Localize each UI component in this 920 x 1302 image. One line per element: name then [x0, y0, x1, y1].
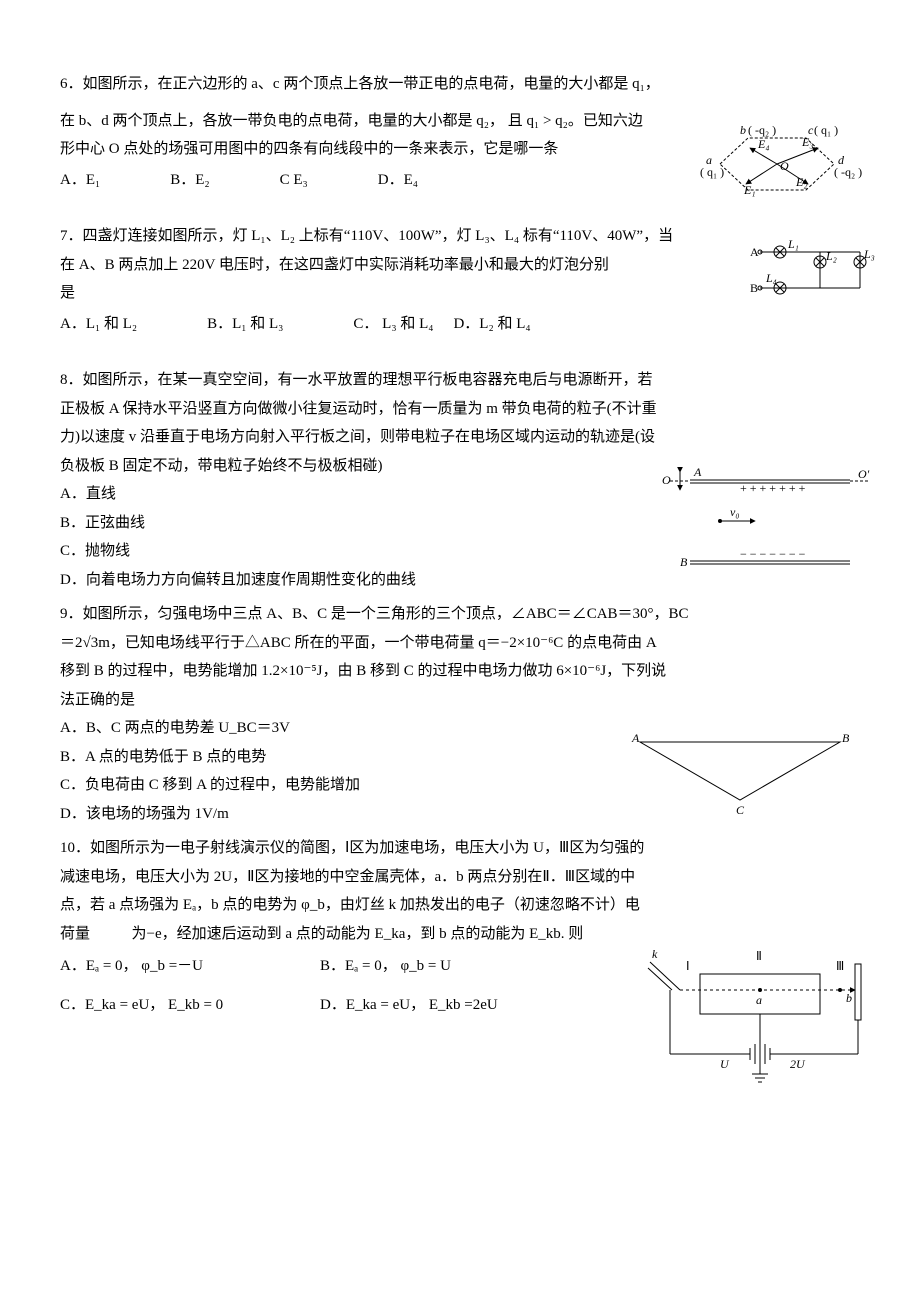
q9-stem: 9．如图所示，匀强电场中三点 A、B、C 是一个三角形的三个顶点，∠ABC＝∠C… — [60, 600, 860, 714]
q7-choice-d: D．L₂ 和 L₄ — [453, 310, 530, 339]
q7-label-L3: L₃ — [863, 247, 875, 261]
problem-7: 7．四盏灯连接如图所示，灯 L₁、L₂ 上标有“110V、100W”，灯 L₃、… — [60, 222, 860, 338]
q8-line1: 8．如图所示，在某一真空空间，有一水平放置的理想平行板电容器充电后与电源断开，若 — [60, 366, 860, 395]
q10-line2: 减速电场，电压大小为 2U，Ⅱ区为接地的中空金属壳体，a．b 两点分别在Ⅱ．Ⅲ区… — [60, 863, 860, 892]
q6-label-cQ: ( q₁ ) — [814, 123, 838, 137]
q8-line2: 正极板 A 保持水平沿竖直方向做微小往复运动时，恰有一质量为 m 带负电荷的粒子… — [60, 395, 860, 424]
q6-choice-c: C E₃ — [280, 166, 308, 195]
q7-label-B: B — [750, 281, 758, 295]
q6-line1: 6．如图所示，在正六边形的 a、c 两个顶点上各放一带正电的点电荷，电量的大小都… — [60, 70, 860, 99]
q7-label-L1: L₁ — [787, 237, 799, 251]
q7-stem: 7．四盏灯连接如图所示，灯 L₁、L₂ 上标有“110V、100W”，灯 L₃、… — [60, 222, 860, 308]
q6-label-dQ: ( -q₂ ) — [834, 165, 862, 179]
problem-9: 9．如图所示，匀强电场中三点 A、B、C 是一个三角形的三个顶点，∠ABC＝∠C… — [60, 600, 860, 828]
q10-choice-d: D．E_ka = eU， E_kb =2eU — [320, 991, 498, 1020]
q8-label-O: O — [662, 473, 671, 487]
q10-line1: 10．如图所示为一电子射线演示仪的简图，Ⅰ区为加速电场，电压大小为 U，Ⅲ区为匀… — [60, 834, 860, 863]
q7-choice-c: C． L₃ 和 L₄ — [353, 310, 433, 339]
q6-choice-d: D．E₄ — [378, 166, 418, 195]
q8-figure: + + + + + + + O O' A v₀ − − − − − − − B — [640, 466, 870, 587]
q9-figure: A B C — [630, 730, 850, 831]
q10-label-U2: 2U — [790, 1057, 806, 1071]
q10-label-b: b — [846, 991, 852, 1005]
q9-line3: 移到 B 的过程中，电势能增加 1.2×10⁻⁵J，由 B 移到 C 的过程中电… — [60, 657, 860, 686]
q7-choice-b: B．L₁ 和 L₃ — [207, 310, 283, 339]
problem-6: 6．如图所示，在正六边形的 a、c 两个顶点上各放一带正电的点电荷，电量的大小都… — [60, 70, 860, 194]
q8-label-B: B — [680, 555, 688, 569]
q7-line3: 是 — [60, 279, 860, 308]
q6-label-bQ: ( -q₂ ) — [748, 123, 776, 137]
q9-line1: 9．如图所示，匀强电场中三点 A、B、C 是一个三角形的三个顶点，∠ABC＝∠C… — [60, 600, 860, 629]
q6-choice-b: B．E₂ — [170, 166, 209, 195]
svg-text:+ + + + + + +: + + + + + + + — [740, 481, 806, 495]
q9-line4: 法正确的是 — [60, 686, 860, 715]
q10-label-a: a — [756, 993, 762, 1007]
q10-label-I: Ⅰ — [686, 959, 690, 973]
q7-label-L4: L₄ — [765, 271, 777, 285]
q10-choice-c: C．E_ka = eU， E_kb = 0 — [60, 991, 320, 1020]
q6-choice-a: A．E₁ — [60, 166, 100, 195]
q6-figure: O a ( q₁ ) b ( -q₂ ) c ( q₁ ) d ( -q₂ ) … — [700, 128, 870, 229]
q6-label-aQ: ( q₁ ) — [700, 165, 724, 179]
problem-8: 8．如图所示，在某一真空空间，有一水平放置的理想平行板电容器充电后与电源断开，若… — [60, 366, 860, 594]
problem-10: 10．如图所示为一电子射线演示仪的简图，Ⅰ区为加速电场，电压大小为 U，Ⅲ区为匀… — [60, 834, 860, 1019]
q10-choice-b: B．Eₐ = 0， φ_b = U — [320, 952, 451, 981]
q6-label-b: b — [740, 123, 746, 137]
q7-figure: A B L₁ L₂ L₃ L₄ — [750, 240, 870, 311]
q10-label-II: Ⅱ — [756, 949, 762, 963]
q10-label-III: Ⅲ — [836, 959, 844, 973]
svg-text:− − − − − − −: − − − − − − − — [740, 547, 806, 561]
q8-label-A: A — [693, 465, 702, 479]
q9-label-A: A — [631, 731, 640, 745]
q9-line2: ＝2√3m，已知电场线平行于△ABC 所在的平面，一个带电荷量 q＝−2×10⁻… — [60, 629, 860, 658]
q8-line3: 力)以速度 v 沿垂直于电场方向射入平行板之间，则带电粒子在电场区域内运动的轨迹… — [60, 423, 860, 452]
q7-label-L2: L₂ — [825, 249, 837, 263]
q6-label-E1: E₁ — [743, 183, 756, 197]
q9-label-B: B — [842, 731, 850, 745]
q7-label-A: A — [750, 245, 759, 259]
q10-choice-a: A．Eₐ = 0， φ_b =－U — [60, 952, 320, 981]
q8-label-Op: O' — [858, 467, 870, 481]
q7-line1: 7．四盏灯连接如图所示，灯 L₁、L₂ 上标有“110V、100W”，灯 L₃、… — [60, 222, 860, 251]
q7-choices: A．L₁ 和 L₂ B．L₁ 和 L₃ C． L₃ 和 L₄ D．L₂ 和 L₄ — [60, 310, 860, 339]
q6-label-E3: E₃ — [801, 135, 814, 149]
q7-choice-a: A．L₁ 和 L₂ — [60, 310, 137, 339]
q10-label-k: k — [652, 947, 658, 961]
q8-label-v0: v₀ — [730, 505, 740, 519]
q6-label-E2: E₂ — [795, 175, 808, 189]
q9-label-C: C — [736, 803, 745, 817]
q10-figure: k Ⅰ a Ⅱ b Ⅲ U 2U — [630, 944, 870, 1105]
q6-label-E4: E₄ — [757, 137, 770, 151]
q10-label-U: U — [720, 1057, 730, 1071]
q8-stem: 8．如图所示，在某一真空空间，有一水平放置的理想平行板电容器充电后与电源断开，若… — [60, 366, 860, 480]
q10-line3: 点，若 a 点场强为 Eₐ，b 点的电势为 φ_b，由灯丝 k 加热发出的电子（… — [60, 891, 860, 920]
q7-line2: 在 A、B 两点加上 220V 电压时，在这四盏灯中实际消耗功率最小和最大的灯泡… — [60, 251, 860, 280]
q10-stem: 10．如图所示为一电子射线演示仪的简图，Ⅰ区为加速电场，电压大小为 U，Ⅲ区为匀… — [60, 834, 860, 948]
q6-label-O: O — [780, 159, 789, 173]
